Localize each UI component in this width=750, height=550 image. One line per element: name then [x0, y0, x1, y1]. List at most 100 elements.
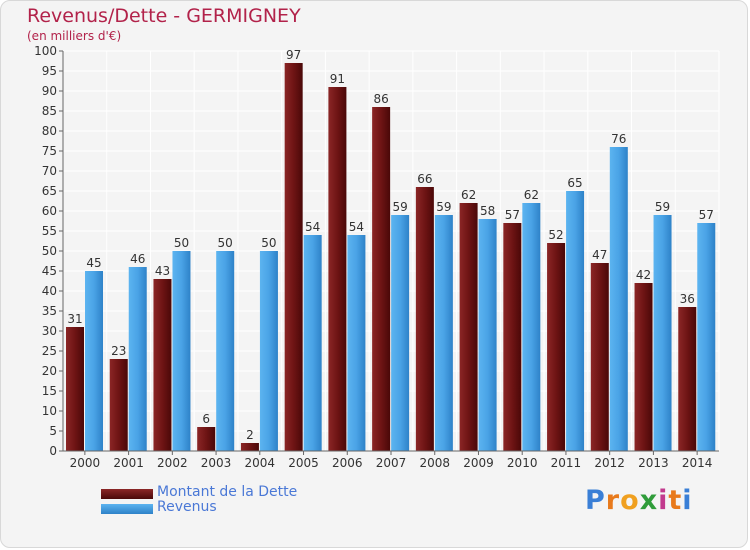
logo-letter: i: [658, 485, 669, 516]
bar-revenus: [172, 251, 191, 451]
chart-subtitle: (en milliers d'€): [27, 29, 122, 43]
bar-dette: [109, 359, 128, 451]
y-tick-label: 35: [42, 304, 57, 318]
y-tick-label: 20: [42, 364, 57, 378]
bar-revenus: [653, 215, 672, 451]
y-tick-label: 10: [42, 404, 57, 418]
y-tick-label: 90: [42, 84, 57, 98]
x-tick-label: 2008: [419, 456, 450, 470]
data-label-revenus: 59: [392, 200, 407, 214]
y-tick-label: 25: [42, 344, 57, 358]
bar-revenus: [85, 271, 103, 451]
data-label-revenus: 54: [349, 220, 364, 234]
x-tick-label: 2002: [157, 456, 188, 470]
chart-title: Revenus/Dette - GERMIGNEY: [27, 5, 301, 27]
x-tick-label: 2014: [682, 456, 713, 470]
legend-label-dette: Montant de la Dette: [157, 484, 298, 500]
bar-revenus: [566, 191, 585, 451]
bar-dette: [284, 63, 303, 451]
data-label-dette: 23: [111, 344, 126, 358]
y-tick-label: 80: [42, 124, 57, 138]
data-label-revenus: 59: [655, 200, 670, 214]
bar-revenus: [303, 235, 322, 451]
x-tick-label: 2005: [288, 456, 319, 470]
x-tick-label: 2013: [638, 456, 669, 470]
bar-dette: [590, 263, 609, 451]
bar-dette: [153, 279, 172, 451]
bar-revenus: [434, 215, 453, 451]
y-tick-label: 85: [42, 104, 57, 118]
legend-swatch-revenus: [101, 504, 153, 514]
x-tick-label: 2010: [507, 456, 538, 470]
x-tick-label: 2011: [551, 456, 582, 470]
data-label-dette: 86: [373, 92, 388, 106]
bar-revenus: [347, 235, 366, 451]
x-tick-label: 2000: [70, 456, 101, 470]
bar-dette: [459, 203, 478, 451]
proxiti-logo: Proxiti: [585, 485, 693, 516]
bar-dette: [634, 283, 653, 451]
data-label-dette: 47: [592, 248, 607, 262]
legend-swatch-dette: [101, 489, 153, 499]
x-tick-label: 2001: [113, 456, 144, 470]
data-label-dette: 36: [680, 292, 695, 306]
bar-revenus: [259, 251, 278, 451]
y-tick-label: 95: [42, 64, 57, 78]
bar-dette: [372, 107, 391, 451]
y-tick-label: 50: [42, 244, 57, 258]
data-label-revenus: 57: [699, 208, 714, 222]
x-tick-label: 2007: [376, 456, 407, 470]
data-label-revenus: 76: [611, 132, 626, 146]
y-tick-label: 30: [42, 324, 57, 338]
bar-dette: [415, 187, 434, 451]
bar-dette: [503, 223, 522, 451]
y-tick-label: 100: [34, 44, 57, 58]
bar-revenus: [609, 147, 628, 451]
y-tick-label: 65: [42, 184, 57, 198]
data-label-dette: 6: [202, 412, 210, 426]
data-label-dette: 91: [330, 72, 345, 86]
data-label-revenus: 46: [130, 252, 145, 266]
bar-revenus: [391, 215, 410, 451]
x-tick-label: 2004: [245, 456, 276, 470]
data-label-revenus: 50: [174, 236, 189, 250]
data-label-revenus: 54: [305, 220, 320, 234]
bar-dette: [547, 243, 566, 451]
bar-revenus: [697, 223, 716, 451]
data-label-dette: 57: [505, 208, 520, 222]
y-tick-label: 75: [42, 144, 57, 158]
legend-label-revenus: Revenus: [157, 499, 217, 515]
y-tick-label: 55: [42, 224, 57, 238]
data-label-revenus: 65: [567, 176, 582, 190]
x-tick-label: 2012: [594, 456, 625, 470]
data-label-revenus: 58: [480, 204, 495, 218]
data-label-dette: 62: [461, 188, 476, 202]
x-tick-label: 2006: [332, 456, 363, 470]
data-label-dette: 31: [67, 312, 82, 326]
y-tick-label: 45: [42, 264, 57, 278]
bar-dette: [678, 307, 697, 451]
data-label-dette: 97: [286, 48, 301, 62]
bar-revenus: [216, 251, 235, 451]
x-tick-label: 2003: [201, 456, 232, 470]
logo-letter: o: [620, 485, 640, 516]
data-label-dette: 43: [155, 264, 170, 278]
logo-letter: r: [605, 485, 621, 516]
logo-letter: i: [682, 485, 693, 516]
y-tick-label: 60: [42, 204, 57, 218]
x-tick-label: 2009: [463, 456, 494, 470]
bar-dette: [197, 427, 216, 451]
bar-dette: [240, 443, 259, 451]
y-tick-label: 0: [49, 444, 57, 458]
bar-revenus: [478, 219, 497, 451]
data-label-revenus: 62: [524, 188, 539, 202]
logo-letter: x: [639, 485, 659, 516]
data-label-revenus: 50: [218, 236, 233, 250]
y-tick-label: 70: [42, 164, 57, 178]
logo-letter: t: [668, 485, 683, 516]
data-label-dette: 2: [246, 428, 254, 442]
data-label-dette: 42: [636, 268, 651, 282]
data-label-revenus: 50: [261, 236, 276, 250]
